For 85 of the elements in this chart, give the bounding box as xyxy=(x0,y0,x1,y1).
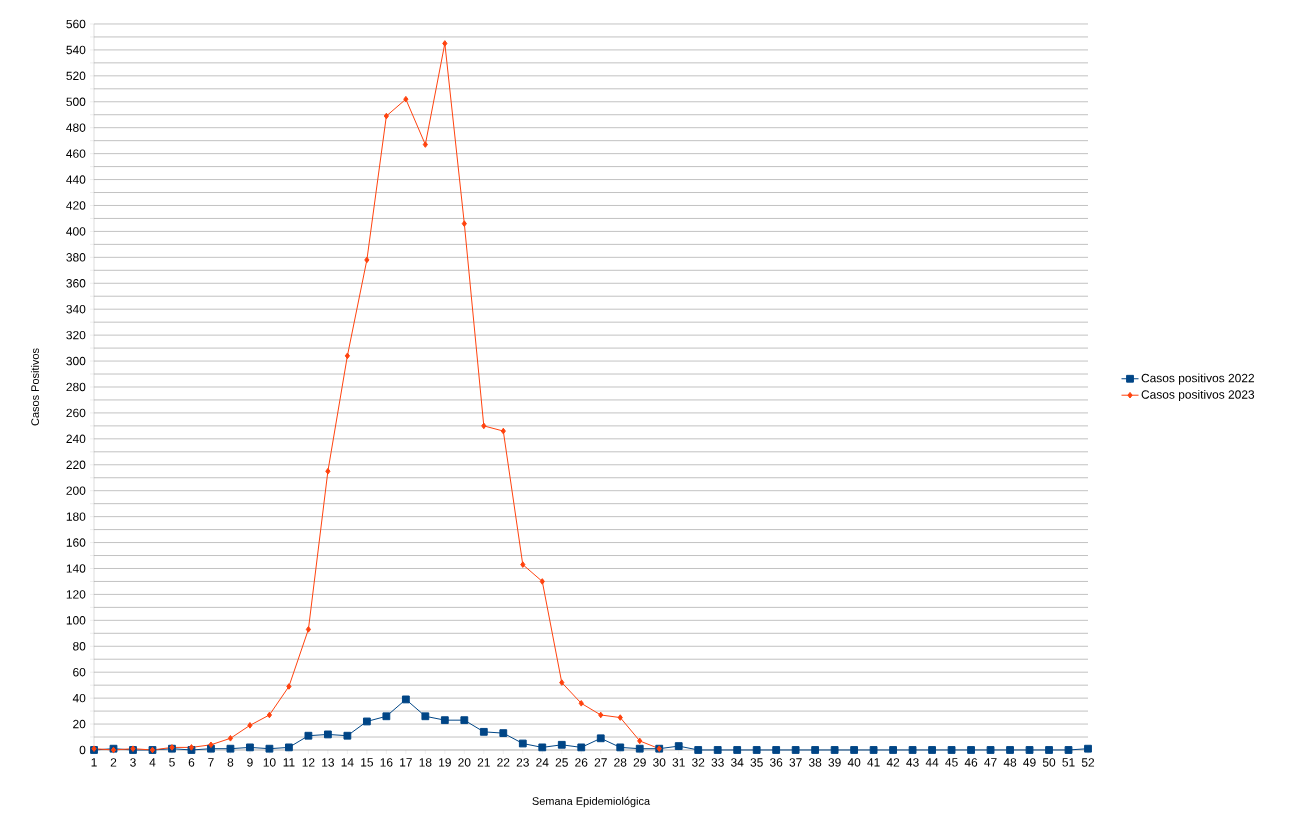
x-tick-label: 15 xyxy=(361,758,374,767)
y-tick-label: 120 xyxy=(66,590,86,599)
x-tick-label: 30 xyxy=(653,758,666,767)
y-tick-label: 540 xyxy=(66,45,86,55)
y-tick-label: 340 xyxy=(66,304,86,314)
x-tick-label: 14 xyxy=(341,758,354,767)
x-tick-label: 13 xyxy=(322,758,335,767)
x-tick-label: 43 xyxy=(906,758,919,767)
x-tick-label: 7 xyxy=(208,758,214,767)
y-tick-label: 280 xyxy=(66,382,86,392)
y-tick-label: 100 xyxy=(66,616,86,625)
x-tick-label: 45 xyxy=(945,758,958,767)
legend-label: Casos positivos 2022 xyxy=(1141,373,1255,385)
x-tick-label: 11 xyxy=(283,758,295,767)
x-tick-label: 39 xyxy=(828,758,841,767)
y-tick-label: 260 xyxy=(66,408,86,418)
y-tick-label: 320 xyxy=(66,330,86,340)
x-tick-label: 25 xyxy=(555,758,568,767)
x-tick-label: 20 xyxy=(458,758,471,767)
y-tick-label: 400 xyxy=(66,227,86,236)
x-tick-label: 24 xyxy=(536,758,549,767)
x-tick-label: 9 xyxy=(247,758,253,767)
y-tick-label: 480 xyxy=(66,123,86,132)
x-tick-label: 49 xyxy=(1023,758,1036,767)
x-tick-label: 42 xyxy=(886,758,900,767)
x-tick-label: 21 xyxy=(477,758,490,767)
x-tick-label: 38 xyxy=(808,758,822,767)
x-tick-label: 19 xyxy=(439,758,451,767)
y-tick-label: 380 xyxy=(66,253,86,262)
x-tick-label: 10 xyxy=(263,758,276,767)
x-tick-label: 23 xyxy=(516,758,529,767)
y-axis-title: Casos Positivos xyxy=(30,348,39,426)
y-tick-label: 300 xyxy=(66,356,86,366)
x-tick-label: 28 xyxy=(614,758,627,767)
x-tick-label: 17 xyxy=(400,758,412,767)
y-tick-label: 20 xyxy=(73,719,86,729)
x-tick-label: 29 xyxy=(633,758,646,767)
x-tick-label: 2 xyxy=(110,758,117,767)
x-tick-label: 46 xyxy=(964,758,978,767)
y-tick-label: 0 xyxy=(79,745,86,755)
y-tick-label: 200 xyxy=(66,486,86,495)
y-tick-label: 240 xyxy=(66,434,86,444)
y-tick-label: 500 xyxy=(66,97,86,106)
y-tick-label: 560 xyxy=(66,19,86,29)
x-tick-label: 27 xyxy=(594,758,607,767)
x-tick-label: 5 xyxy=(169,758,175,767)
x-tick-label: 26 xyxy=(575,758,588,767)
y-tick-label: 220 xyxy=(66,460,86,469)
y-tick-label: 440 xyxy=(66,175,86,184)
y-tick-label: 40 xyxy=(72,693,86,703)
y-tick-label: 60 xyxy=(73,667,86,677)
x-tick-label: 1 xyxy=(91,758,97,767)
y-tick-label: 140 xyxy=(66,564,86,573)
x-tick-label: 31 xyxy=(672,758,685,767)
x-tick-label: 35 xyxy=(750,758,763,767)
x-tick-label: 52 xyxy=(1081,758,1095,767)
x-tick-label: 6 xyxy=(188,758,195,767)
x-tick-label: 37 xyxy=(789,758,802,767)
x-tick-label: 40 xyxy=(847,758,861,767)
y-tick-label: 520 xyxy=(66,71,86,81)
y-tick-label: 160 xyxy=(66,538,86,547)
x-tick-label: 44 xyxy=(925,758,939,767)
y-tick-label: 360 xyxy=(66,279,86,288)
x-tick-label: 48 xyxy=(1003,758,1017,767)
x-tick-label: 34 xyxy=(730,758,744,767)
x-tick-label: 36 xyxy=(769,758,783,767)
x-tick-label: 22 xyxy=(497,758,510,767)
x-tick-label: 50 xyxy=(1042,758,1056,767)
x-tick-label: 41 xyxy=(867,758,880,767)
x-tick-label: 16 xyxy=(380,758,393,767)
legend-label: Casos positivos 2023 xyxy=(1141,389,1255,402)
x-tick-label: 18 xyxy=(419,758,432,767)
x-tick-label: 32 xyxy=(692,758,705,767)
y-tick-label: 460 xyxy=(66,149,86,158)
x-tick-label: 3 xyxy=(130,758,136,767)
x-tick-label: 12 xyxy=(302,758,315,767)
x-tick-label: 47 xyxy=(984,758,997,767)
y-tick-label: 80 xyxy=(73,642,86,651)
x-tick-label: 33 xyxy=(711,758,724,767)
x-tick-label: 4 xyxy=(149,758,156,767)
y-tick-label: 420 xyxy=(66,201,86,210)
y-tick-label: 180 xyxy=(66,512,86,521)
x-axis-title: Semana Epidemiológica xyxy=(532,796,651,808)
x-tick-label: 51 xyxy=(1062,758,1075,767)
x-tick-label: 8 xyxy=(227,758,234,767)
